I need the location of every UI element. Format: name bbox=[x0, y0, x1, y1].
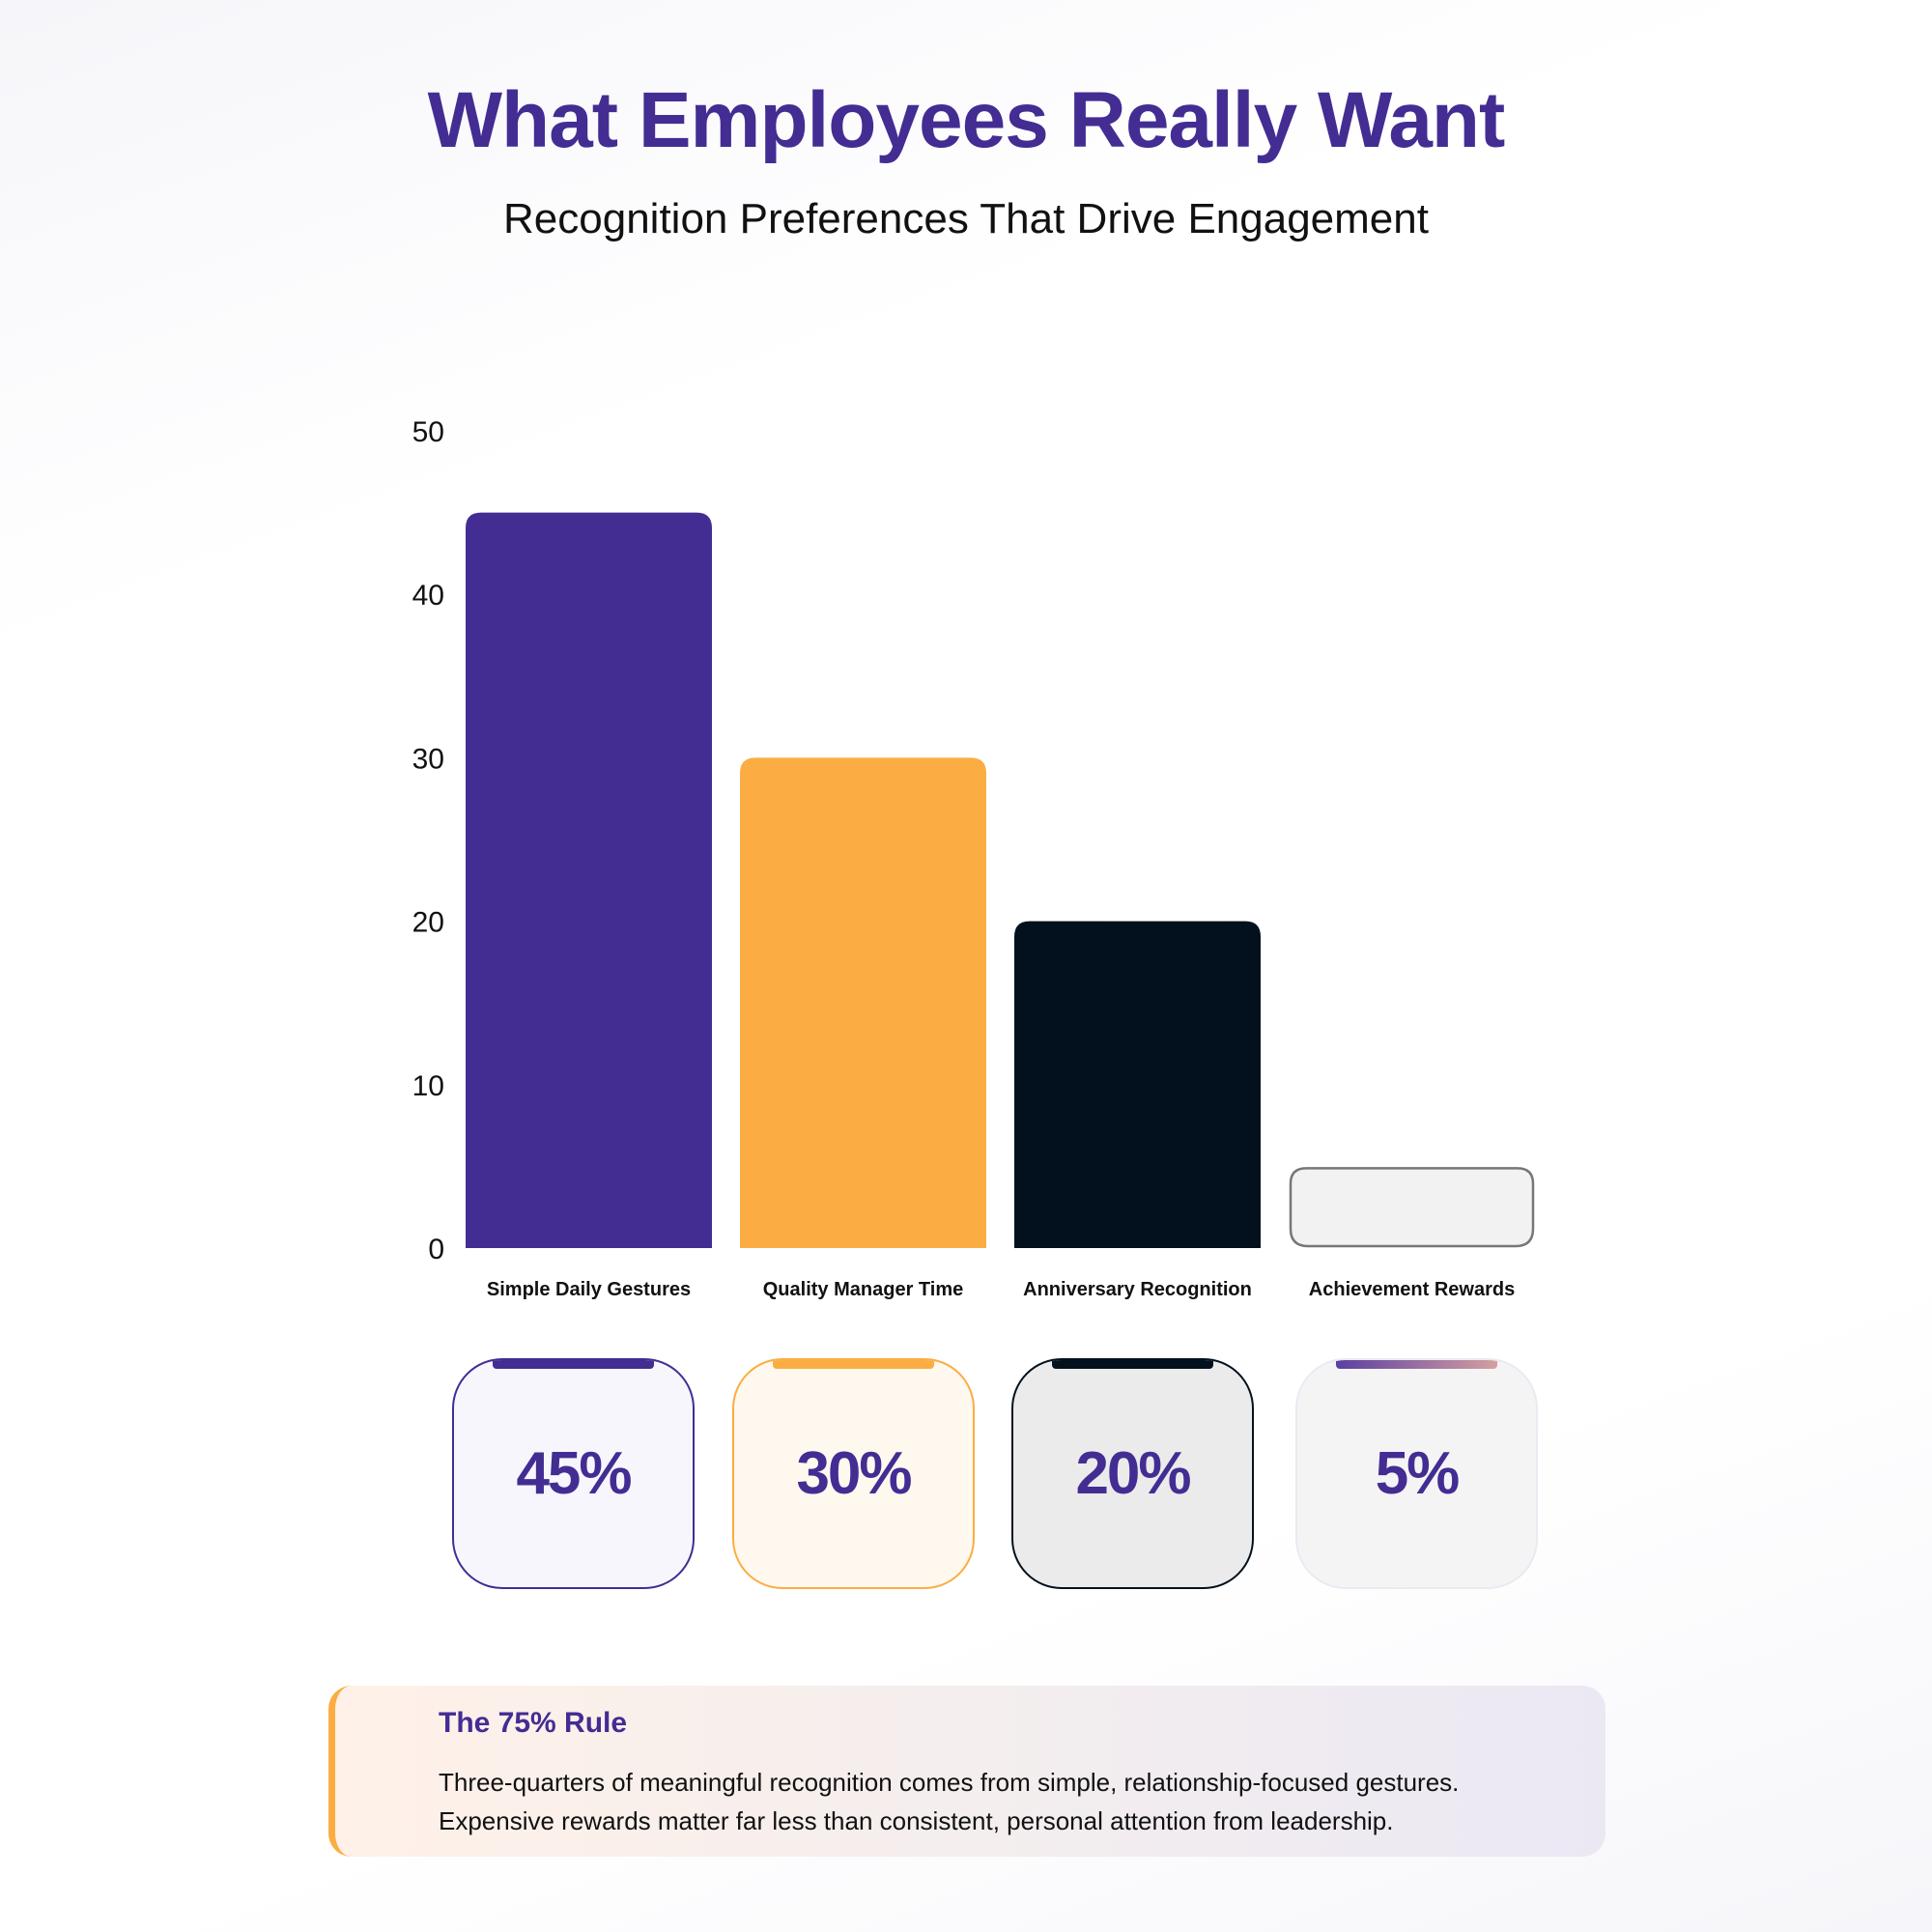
callout-body: Three-quarters of meaningful recognition… bbox=[439, 1763, 1459, 1840]
y-tick-label: 30 bbox=[412, 743, 444, 775]
x-category-label: Anniversary Recognition bbox=[1023, 1279, 1252, 1300]
bar-simple-daily-gestures bbox=[466, 512, 712, 1248]
callout-line-1: Three-quarters of meaningful recognition… bbox=[439, 1768, 1460, 1797]
stat-percent: 45% bbox=[516, 1440, 632, 1507]
callout-line-2: Expensive rewards matter far less than c… bbox=[439, 1806, 1394, 1835]
stat-card: 45% bbox=[452, 1358, 695, 1589]
page-title: What Employees Really Want bbox=[427, 76, 1506, 164]
page-subtitle: Recognition Preferences That Drive Engag… bbox=[503, 195, 1429, 242]
y-tick-label: 0 bbox=[428, 1234, 444, 1265]
bar-chart: 0 10 20 30 40 50 Simple Daily Gestures Quality … bbox=[412, 416, 1535, 1300]
bar-quality-manager-time bbox=[740, 757, 986, 1248]
y-tick-label: 50 bbox=[412, 416, 444, 448]
stat-card: 20% bbox=[1011, 1358, 1254, 1589]
card-accent-bar bbox=[1336, 1360, 1497, 1369]
stat-card: 30% bbox=[732, 1358, 975, 1589]
y-tick-label: 20 bbox=[412, 907, 444, 939]
stat-card: 5% bbox=[1295, 1358, 1538, 1589]
bar-anniversary-recognition bbox=[1014, 921, 1261, 1248]
x-category-label: Achievement Rewards bbox=[1309, 1279, 1515, 1300]
bar-achievement-rewards bbox=[1289, 1167, 1535, 1248]
stat-percent: 20% bbox=[1075, 1440, 1191, 1507]
card-accent-bar bbox=[493, 1360, 654, 1369]
callout-box: The 75% Rule Three-quarters of meaningfu… bbox=[328, 1686, 1605, 1857]
y-tick-label: 10 bbox=[412, 1070, 444, 1102]
x-category-label: Simple Daily Gestures bbox=[487, 1279, 691, 1300]
stat-percent: 5% bbox=[1375, 1440, 1461, 1507]
callout-title: The 75% Rule bbox=[439, 1707, 628, 1739]
x-category-label: Quality Manager Time bbox=[763, 1279, 963, 1300]
y-tick-label: 40 bbox=[412, 580, 444, 611]
card-accent-bar bbox=[773, 1360, 934, 1369]
stat-percent: 30% bbox=[796, 1440, 912, 1507]
card-accent-bar bbox=[1052, 1360, 1213, 1369]
